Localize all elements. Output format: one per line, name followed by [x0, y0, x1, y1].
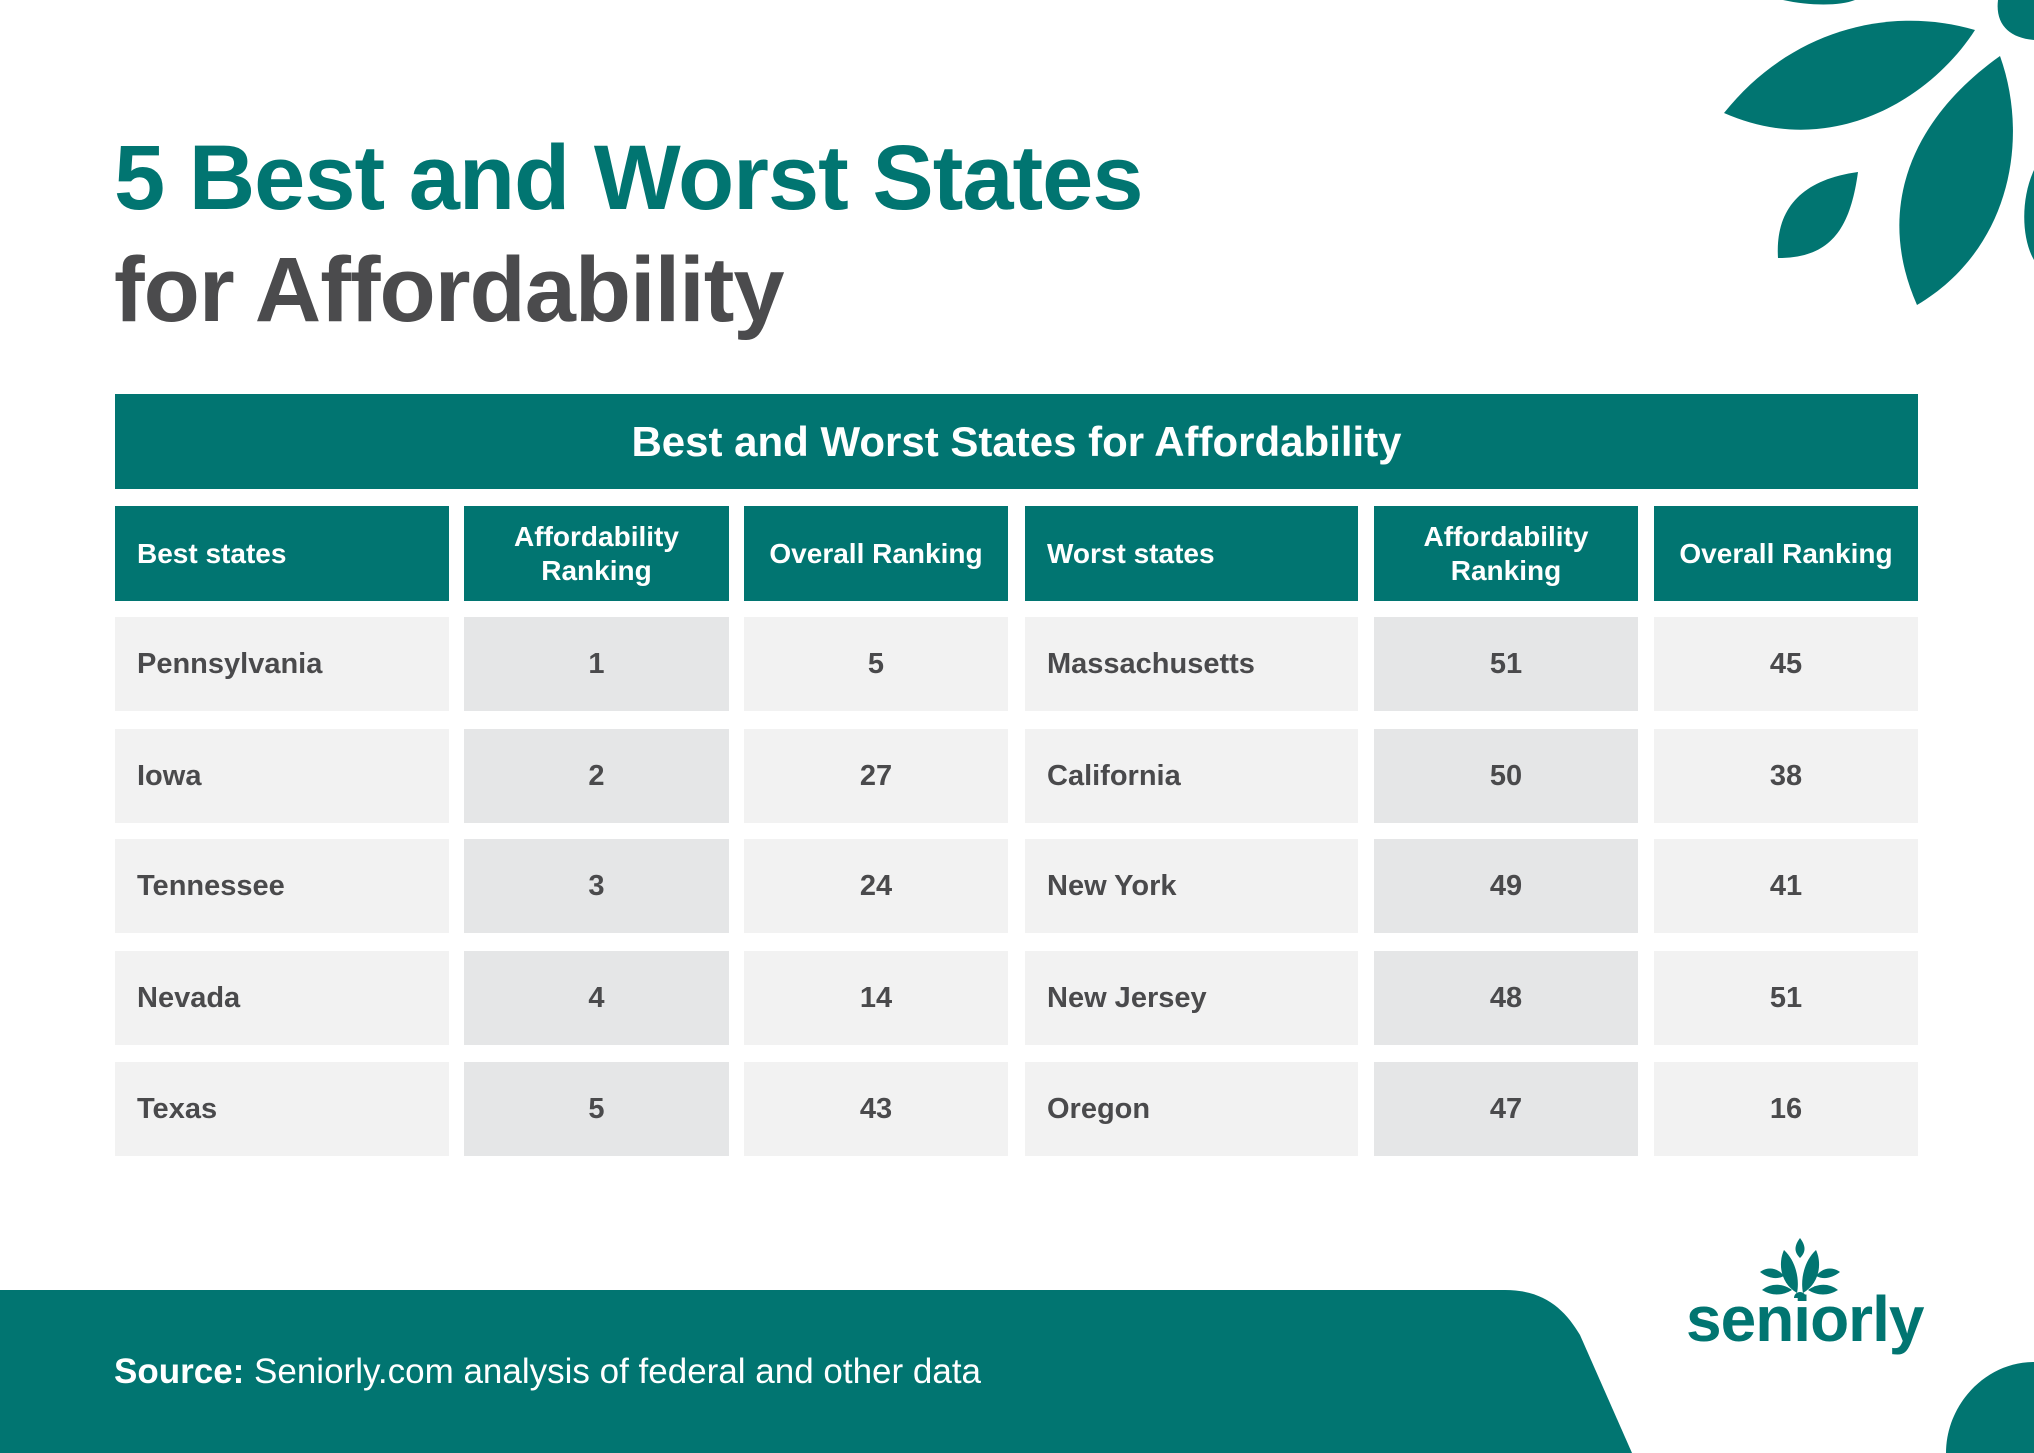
table-cell: 43: [744, 1062, 1008, 1156]
table-cell: California: [1025, 729, 1358, 823]
source-label: Source:: [114, 1352, 245, 1391]
table-cell: 41: [1654, 839, 1918, 933]
column-header: Best states: [115, 506, 449, 601]
table-cell: 2: [464, 729, 729, 823]
table-cell: New York: [1025, 839, 1358, 933]
table-cell: 3: [464, 839, 729, 933]
source-text: Seniorly.com analysis of federal and oth…: [244, 1352, 982, 1391]
table-cell: 5: [744, 617, 1008, 711]
table-cell: New Jersey: [1025, 951, 1358, 1045]
table-cell: Tennessee: [115, 839, 449, 933]
table-cell: 48: [1374, 951, 1638, 1045]
table-cell: Iowa: [115, 729, 449, 823]
table-cell: 49: [1374, 839, 1638, 933]
table-cell: 27: [744, 729, 1008, 823]
table-cell: Oregon: [1025, 1062, 1358, 1156]
footer-band: [0, 1290, 2034, 1453]
table-cell: 16: [1654, 1062, 1918, 1156]
table-cell: 14: [744, 951, 1008, 1045]
table-cell: 51: [1654, 951, 1918, 1045]
table-cell: 1: [464, 617, 729, 711]
title-line-1: 5 Best and Worst States: [114, 127, 1143, 229]
table-cell: 24: [744, 839, 1008, 933]
table-caption: Best and Worst States for Affordability: [115, 394, 1918, 489]
lotus-leaves-icon: [1760, 1238, 1840, 1298]
seniorly-logo: seniorly: [1686, 1283, 1924, 1355]
source-note: Source: Seniorly.com analysis of federal…: [114, 1352, 981, 1392]
table-cell: Texas: [115, 1062, 449, 1156]
table-cell: Nevada: [115, 951, 449, 1045]
table-cell: Massachusetts: [1025, 617, 1358, 711]
table-cell: Pennsylvania: [115, 617, 449, 711]
table-cell: 4: [464, 951, 729, 1045]
title-line-2: for Affordability: [114, 239, 785, 341]
table-cell: 45: [1654, 617, 1918, 711]
leaves-decoration-icon: [1724, 0, 2034, 305]
column-header: Affordability Ranking: [1374, 506, 1638, 601]
column-header: Affordability Ranking: [464, 506, 729, 601]
table-cell: 5: [464, 1062, 729, 1156]
table-cell: 51: [1374, 617, 1638, 711]
table-cell: 50: [1374, 729, 1638, 823]
table-cell: 47: [1374, 1062, 1638, 1156]
column-header: Overall Ranking: [744, 506, 1008, 601]
column-header: Worst states: [1025, 506, 1358, 601]
page-title: 5 Best and Worst States for Affordabilit…: [114, 122, 1143, 346]
table-cell: 38: [1654, 729, 1918, 823]
column-header: Overall Ranking: [1654, 506, 1918, 601]
